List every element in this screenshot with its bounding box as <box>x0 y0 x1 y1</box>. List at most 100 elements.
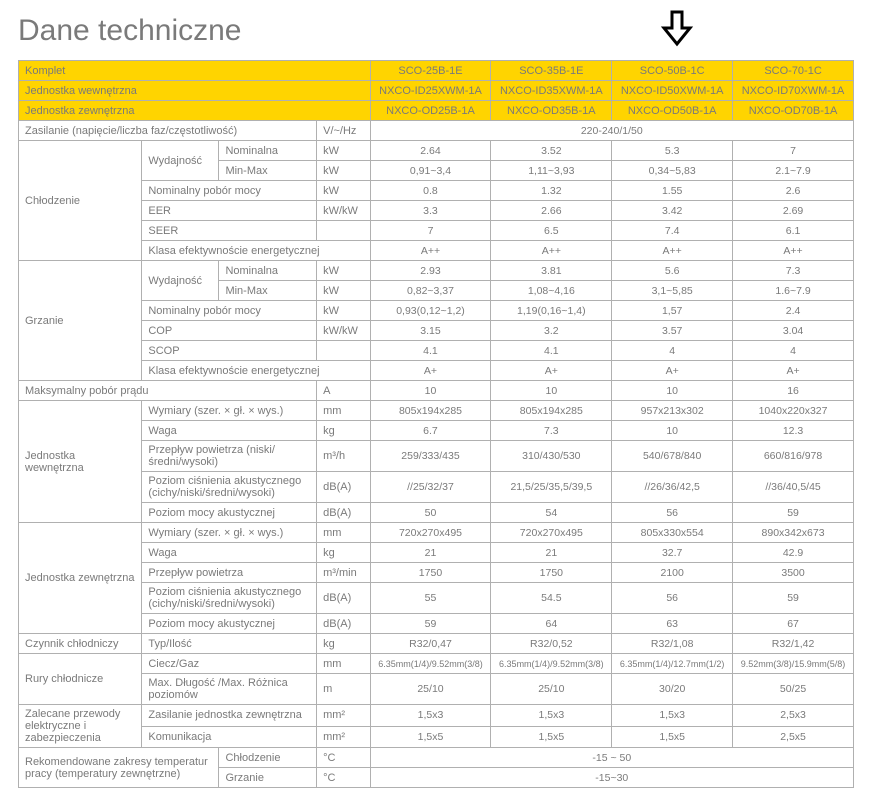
jw-moc-v1: 54 <box>491 503 612 523</box>
prz-k-v0: 1,5x5 <box>370 726 491 748</box>
chl-seer-l: SEER <box>142 221 317 241</box>
jw-waga-v1: 7.3 <box>491 421 612 441</box>
jw-prz-v3: 660/816/978 <box>733 441 854 472</box>
chl-eer-v1: 2.66 <box>491 201 612 221</box>
temp-grz-u: °C <box>317 768 370 788</box>
indoor-0: NXCO-ID25XWM-1A <box>370 81 491 101</box>
jz-moc-l: Poziom mocy akustycznej <box>142 614 317 634</box>
prz-k-l: Komunikacja <box>142 726 317 748</box>
chl-eer-l: EER <box>142 201 317 221</box>
czynnik-v2: R32/1,08 <box>612 634 733 654</box>
temp-chl-u: °C <box>317 748 370 768</box>
grz-cop-l: COP <box>142 321 317 341</box>
chl-klasa-v3: A++ <box>733 241 854 261</box>
jw-prz-v2: 540/678/840 <box>612 441 733 472</box>
chl-klasa-v0: A++ <box>370 241 491 261</box>
page-title: Dane techniczne <box>18 14 854 48</box>
jw-waga-u: kg <box>317 421 370 441</box>
chl-nom-u: kW <box>317 181 370 201</box>
prz-k-v3: 2,5x5 <box>733 726 854 748</box>
grz-cop-u: kW/kW <box>317 321 370 341</box>
prz-z-v3: 2,5x3 <box>733 705 854 727</box>
prz-k-v2: 1,5x5 <box>612 726 733 748</box>
temp-grz-l: Grzanie <box>219 768 317 788</box>
jw-moc-v0: 50 <box>370 503 491 523</box>
grz-nom-u: kW <box>317 301 370 321</box>
prz-z-v0: 1,5x3 <box>370 705 491 727</box>
chl-r1-v0: 0,91~3,4 <box>370 161 491 181</box>
grz-r0-v0: 2.93 <box>370 261 491 281</box>
jw-cisn-v3: //36/40,5/45 <box>733 472 854 503</box>
chl-r0-v3: 7 <box>733 141 854 161</box>
jw-label: Jednostka wewnętrzna <box>19 401 142 523</box>
jw-prz-v1: 310/430/530 <box>491 441 612 472</box>
outdoor-2: NXCO-OD50B-1A <box>612 101 733 121</box>
chl-klasa-v1: A++ <box>491 241 612 261</box>
rury-m-v3: 50/25 <box>733 674 854 705</box>
grz-klasa-v3: A+ <box>733 361 854 381</box>
rury-m-v0: 25/10 <box>370 674 491 705</box>
chl-label: Chłodzenie <box>19 141 142 261</box>
jz-wym-v1: 720x270x495 <box>491 523 612 543</box>
jw-cisn-v1: 21,5/25/35,5/39,5 <box>491 472 612 503</box>
zasilanie-label: Zasilanie (napięcie/liczba faz/częstotli… <box>19 121 317 141</box>
chl-r0-l: Nominalna <box>219 141 317 161</box>
grz-nom-v2: 1,57 <box>612 301 733 321</box>
chl-eer-v0: 3.3 <box>370 201 491 221</box>
jw-cisn-l: Poziom ciśnienia akustycznego (cichy/nis… <box>142 472 317 503</box>
zasilanie-val: 220-240/1/50 <box>370 121 853 141</box>
chl-eer-u: kW/kW <box>317 201 370 221</box>
prz-z-u: mm² <box>317 705 370 727</box>
jz-waga-v2: 32.7 <box>612 543 733 563</box>
chl-wyd: Wydajność <box>142 141 219 181</box>
grz-cop-v1: 3.2 <box>491 321 612 341</box>
hdr-komplet: Komplet <box>19 61 371 81</box>
rury-m-v2: 30/20 <box>612 674 733 705</box>
grz-r1-l: Min-Max <box>219 281 317 301</box>
jw-wym-v1: 805x194x285 <box>491 401 612 421</box>
prz-k-v1: 1,5x5 <box>491 726 612 748</box>
grz-klasa-v1: A+ <box>491 361 612 381</box>
jw-waga-v0: 6.7 <box>370 421 491 441</box>
jz-prz-v3: 3500 <box>733 563 854 583</box>
grz-wyd: Wydajność <box>142 261 219 301</box>
jz-prz-v0: 1750 <box>370 563 491 583</box>
czynnik-u: kg <box>317 634 370 654</box>
jw-waga-v3: 12.3 <box>733 421 854 441</box>
rury-c-v2: 6.35mm(1/4)/12.7mm(1/2) <box>612 654 733 674</box>
rury-c-l: Ciecz/Gaz <box>142 654 317 674</box>
grz-scop-u <box>317 341 370 361</box>
jz-moc-v3: 67 <box>733 614 854 634</box>
chl-r0-u: kW <box>317 141 370 161</box>
jw-cisn-u: dB(A) <box>317 472 370 503</box>
jz-cisn-v3: 59 <box>733 583 854 614</box>
jz-moc-v2: 63 <box>612 614 733 634</box>
temp-grz-v: -15~30 <box>370 768 853 788</box>
grz-cop-v0: 3.15 <box>370 321 491 341</box>
jz-wym-v3: 890x342x673 <box>733 523 854 543</box>
model-3: SCO-70-1C <box>733 61 854 81</box>
grz-r0-v2: 5.6 <box>612 261 733 281</box>
jw-moc-v2: 56 <box>612 503 733 523</box>
jz-label: Jednostka zewnętrzna <box>19 523 142 634</box>
hdr-zewn: Jednostka zewnętrzna <box>19 101 371 121</box>
grz-scop-l: SCOP <box>142 341 317 361</box>
grz-r1-u: kW <box>317 281 370 301</box>
chl-nom-l: Nominalny pobór mocy <box>142 181 317 201</box>
jz-cisn-v1: 54.5 <box>491 583 612 614</box>
rury-c-v0: 6.35mm(1/4)/9.52mm(3/8) <box>370 654 491 674</box>
rury-label: Rury chłodnicze <box>19 654 142 705</box>
jz-wym-u: mm <box>317 523 370 543</box>
jw-prz-u: m³/h <box>317 441 370 472</box>
jw-prz-v0: 259/333/435 <box>370 441 491 472</box>
czynnik-v3: R32/1,42 <box>733 634 854 654</box>
jz-moc-v1: 64 <box>491 614 612 634</box>
chl-nom-v3: 2.6 <box>733 181 854 201</box>
arrow-icon <box>660 10 694 53</box>
grz-r0-l: Nominalna <box>219 261 317 281</box>
czynnik-l: Typ/Ilość <box>142 634 317 654</box>
jw-wym-v2: 957x213x302 <box>612 401 733 421</box>
temp-chl-v: -15 ~ 50 <box>370 748 853 768</box>
max-v0: 10 <box>370 381 491 401</box>
indoor-3: NXCO-ID70XWM-1A <box>733 81 854 101</box>
